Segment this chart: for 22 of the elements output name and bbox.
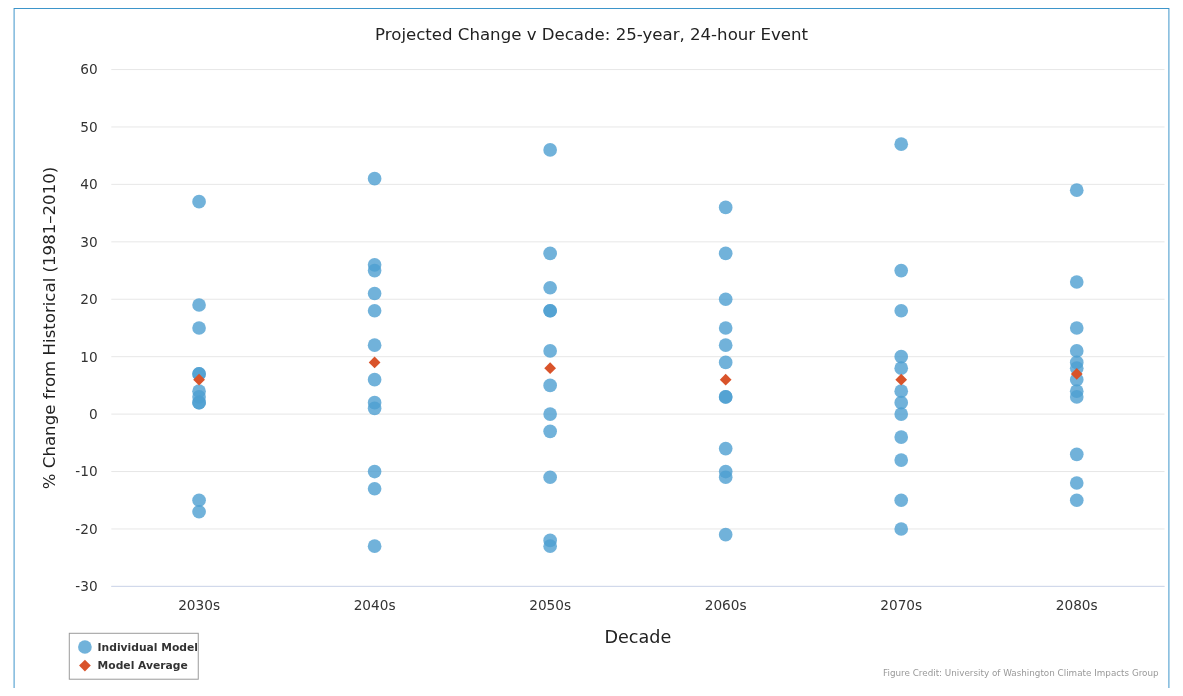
y-axis-title: % Change from Historical (1981–2010) xyxy=(39,166,59,490)
x-tick-label: 2030s xyxy=(178,596,220,613)
y-tick-label: -10 xyxy=(75,463,98,480)
text: Figure Credit: University of Washington Climate Impacts Group xyxy=(883,668,1160,679)
x-tick-label: 2070s xyxy=(880,596,923,613)
y-tick-label: 60 xyxy=(80,61,98,78)
x-tick-label: 2040s xyxy=(353,596,396,613)
y-tick-label: 30 xyxy=(80,233,98,250)
legend-label: Model Average xyxy=(97,659,188,673)
y-tick-label: 40 xyxy=(80,176,98,193)
y-tick-label: 0 xyxy=(88,406,98,422)
x-tick-label: 2080s xyxy=(1055,596,1098,613)
legend-label: Individual Model xyxy=(97,640,198,654)
x-tick-label: 2060s xyxy=(704,596,747,613)
y-tick-label: 20 xyxy=(80,291,98,308)
x-tick-label: 2050s xyxy=(529,596,572,613)
y-tick-label: 10 xyxy=(80,348,98,365)
x-axis-title: Decade xyxy=(604,627,672,648)
y-tick-label: -20 xyxy=(75,520,98,537)
y-tick-label: -30 xyxy=(75,578,98,595)
y-tick-label: 50 xyxy=(80,118,98,135)
chart-title: Projected Change v Decade: 25-year, 24-hour Event xyxy=(375,25,809,45)
